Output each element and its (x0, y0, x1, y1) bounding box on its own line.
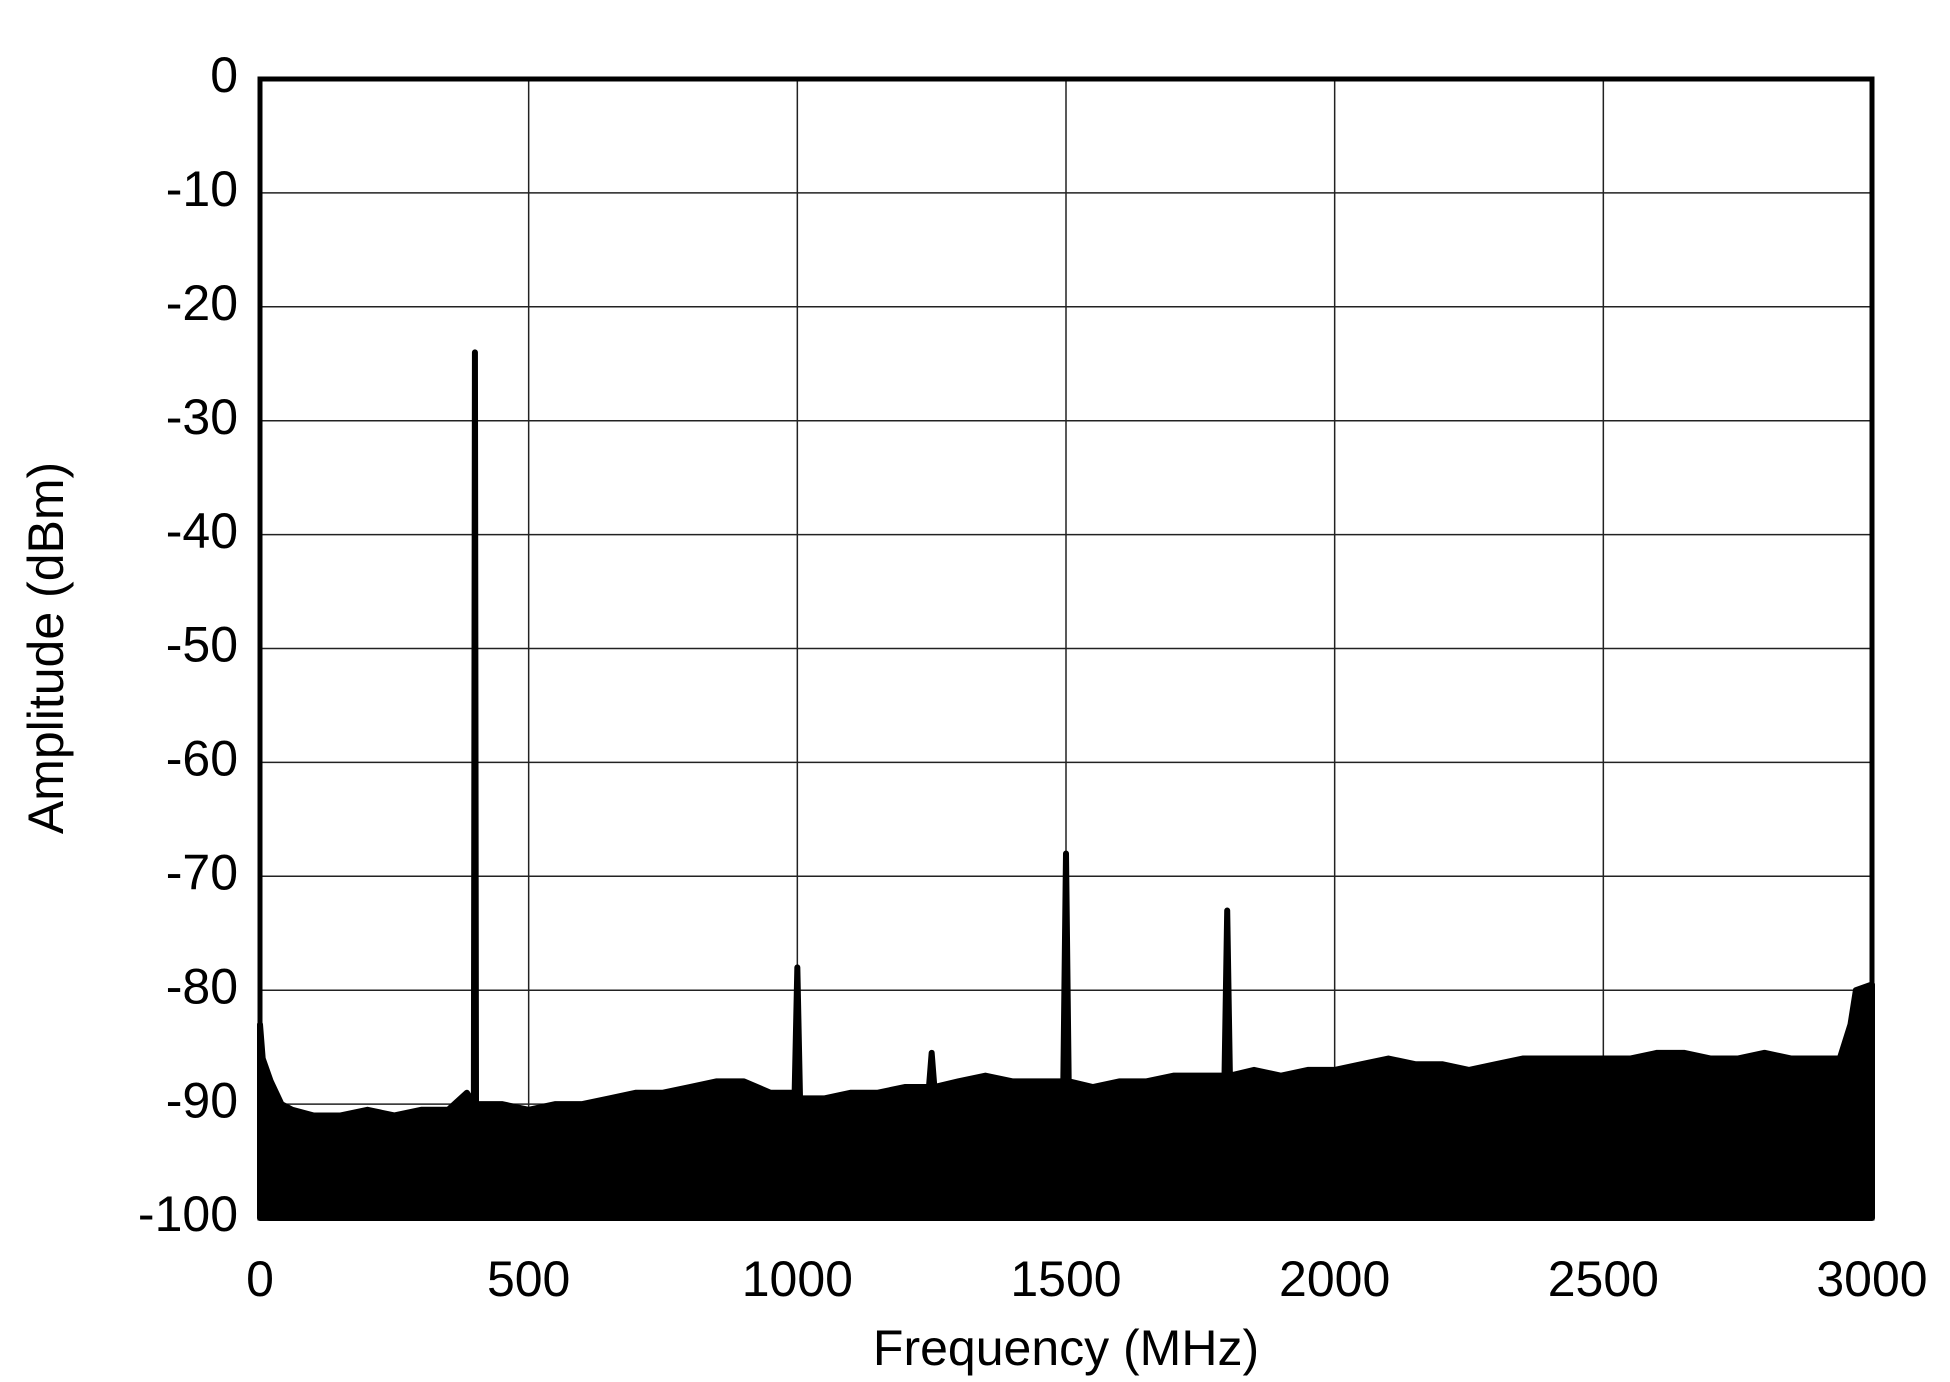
y-tick-label: -70 (166, 845, 238, 901)
x-tick-label: 2500 (1548, 1251, 1659, 1307)
y-tick-label: -60 (166, 731, 238, 787)
y-tick-label: -10 (166, 161, 238, 217)
spectrum-area (257, 349, 1875, 1221)
x-tick-label: 2000 (1279, 1251, 1390, 1307)
y-tick-label: -90 (166, 1072, 238, 1128)
x-tick-label: 500 (487, 1251, 570, 1307)
y-tick-label: -100 (138, 1186, 238, 1242)
y-tick-label: -80 (166, 958, 238, 1014)
y-axis-title: Amplitude (dBm) (18, 462, 74, 834)
y-tick-label: -20 (166, 275, 238, 331)
x-axis-title: Frequency (MHz) (873, 1320, 1259, 1376)
y-tick-label: -30 (166, 389, 238, 445)
x-tick-label: 0 (246, 1251, 274, 1307)
x-tick-label: 3000 (1816, 1251, 1927, 1307)
x-tick-label: 1500 (1010, 1251, 1121, 1307)
y-tick-label: 0 (210, 47, 238, 103)
x-tick-label: 1000 (742, 1251, 853, 1307)
y-tick-label: -50 (166, 617, 238, 673)
plot-frame (257, 76, 1875, 1221)
y-tick-label: -40 (166, 503, 238, 559)
